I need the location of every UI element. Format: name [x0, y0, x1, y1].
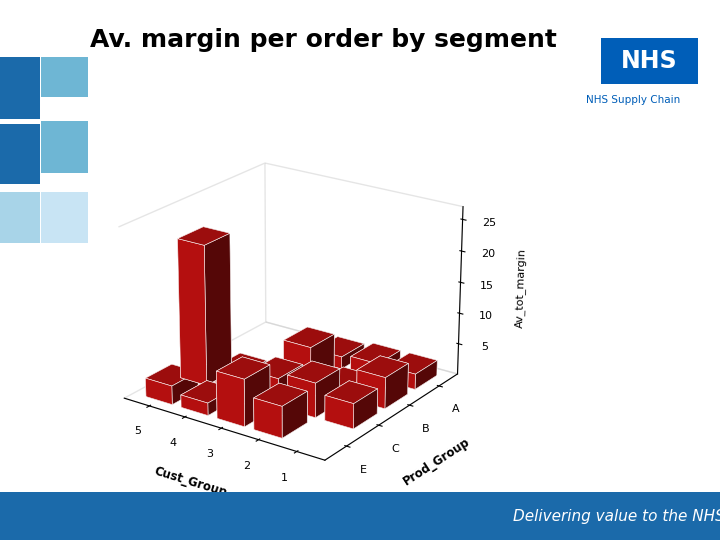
Y-axis label: Prod_Group: Prod_Group [401, 436, 472, 489]
Bar [41, 122, 88, 173]
Bar [0, 124, 40, 184]
Bar [41, 192, 88, 243]
Bar [0, 492, 720, 540]
X-axis label: Cust_Group: Cust_Group [153, 464, 229, 499]
Bar [601, 38, 698, 84]
Text: Av. margin per order by segment: Av. margin per order by segment [90, 29, 557, 52]
Text: NHS: NHS [621, 49, 678, 73]
Bar [0, 192, 40, 243]
Text: NHS Supply Chain: NHS Supply Chain [587, 95, 680, 105]
Bar [41, 57, 88, 97]
Text: Delivering value to the NHS: Delivering value to the NHS [513, 509, 720, 524]
Bar [0, 57, 40, 119]
